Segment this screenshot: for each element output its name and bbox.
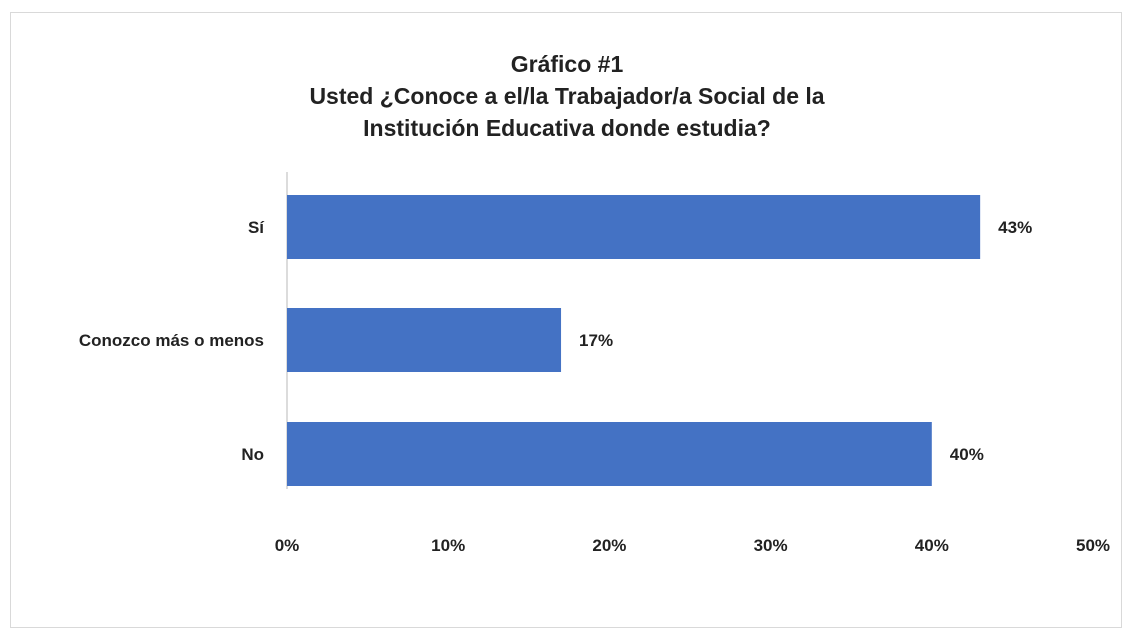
x-tick-label-40: 40% xyxy=(915,536,949,555)
x-tick-label-20: 20% xyxy=(592,536,626,555)
x-tick-label-30: 30% xyxy=(754,536,788,555)
category-label-conozco-mas-o-menos: Conozco más o menos xyxy=(79,331,264,350)
bars-group: Sí 43% Conozco más o menos 17% No 40% xyxy=(79,195,1032,486)
chart-frame xyxy=(10,12,1122,628)
category-label-no: No xyxy=(241,445,264,464)
x-tick-label-10: 10% xyxy=(431,536,465,555)
category-label-si: Sí xyxy=(248,218,265,237)
chart-title: Gráfico #1 Usted ¿Conoce a el/la Trabaja… xyxy=(0,48,1134,144)
chart-title-line-1: Gráfico #1 xyxy=(510,51,624,77)
chart-title-line-2: Usted ¿Conoce a el/la Trabajador/a Socia… xyxy=(309,83,825,109)
bar-si xyxy=(287,195,981,259)
x-tick-label-50: 50% xyxy=(1076,536,1110,555)
bar-conozco-mas-o-menos xyxy=(287,308,562,372)
bar-no xyxy=(287,422,932,486)
value-label-si: 43% xyxy=(998,218,1032,237)
x-tick-labels-group: 0% 10% 20% 30% 40% 50% xyxy=(275,536,1110,555)
value-label-no: 40% xyxy=(950,445,984,464)
x-tick-label-0: 0% xyxy=(275,536,300,555)
chart-title-line-3: Institución Educativa donde estudia? xyxy=(363,115,771,141)
value-label-conozco-mas-o-menos: 17% xyxy=(579,331,613,350)
